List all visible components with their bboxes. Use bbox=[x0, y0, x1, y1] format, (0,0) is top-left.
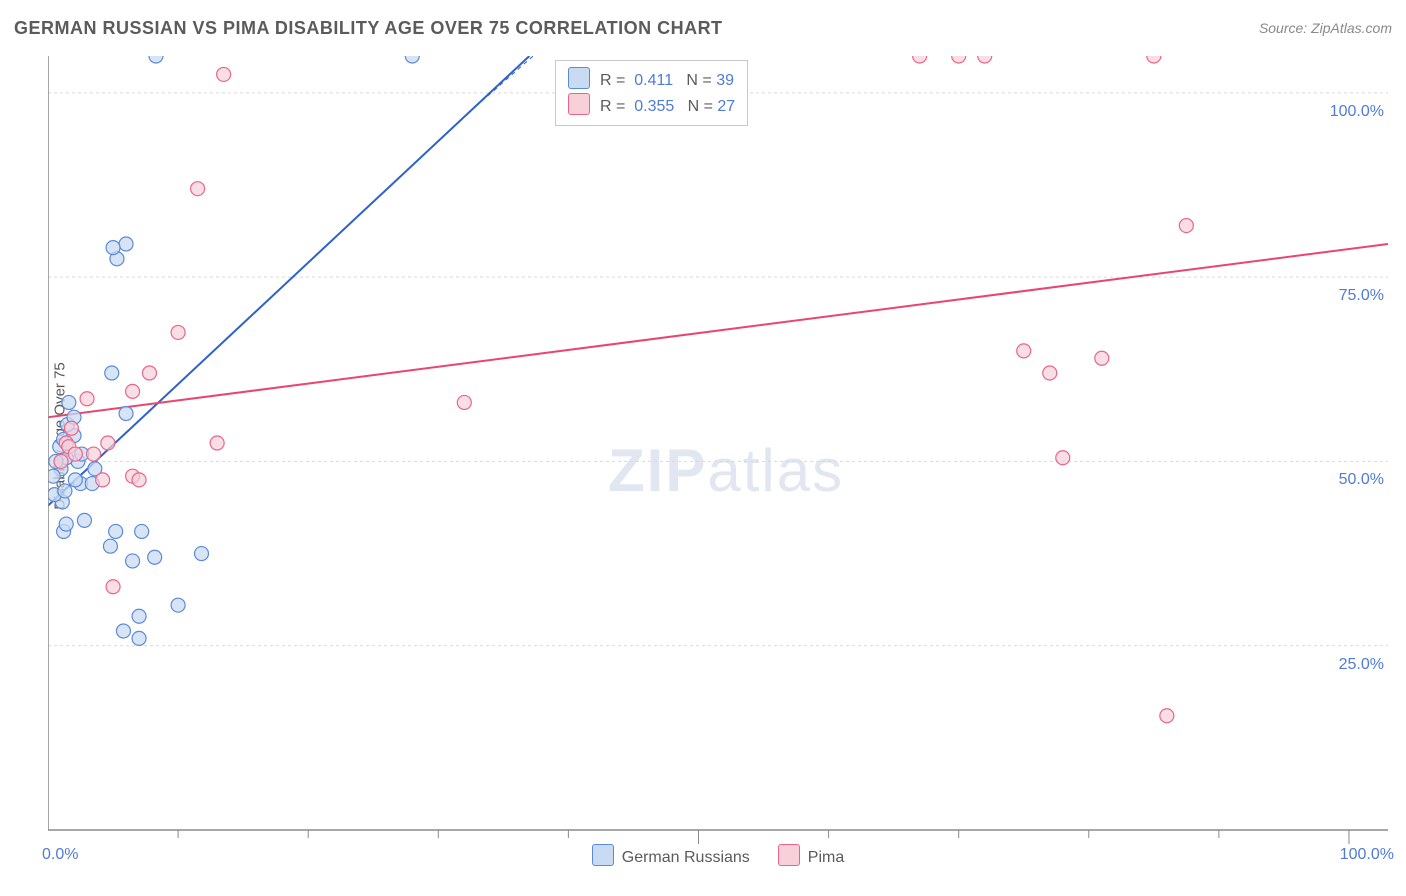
y-tick-label: 25.0% bbox=[1339, 656, 1384, 674]
legend-item-german_russians: German Russians bbox=[592, 844, 750, 867]
source-label: Source: ZipAtlas.com bbox=[1259, 20, 1392, 36]
plot-area: Disability Age Over 75 ZIPatlas 25.0%50.… bbox=[48, 56, 1388, 830]
stats-legend: R = 0.411 N = 39R = 0.355 N = 27 bbox=[555, 60, 748, 126]
chart-title: GERMAN RUSSIAN VS PIMA DISABILITY AGE OV… bbox=[14, 18, 723, 38]
legend-item-pima: Pima bbox=[778, 844, 844, 867]
y-tick-label: 100.0% bbox=[1330, 103, 1384, 121]
stats-row-german_russians: R = 0.411 N = 39 bbox=[568, 67, 735, 93]
series-legend: German Russians Pima bbox=[48, 844, 1388, 867]
stats-row-pima: R = 0.355 N = 27 bbox=[568, 93, 735, 119]
scatter-plot bbox=[48, 56, 1388, 896]
y-tick-label: 50.0% bbox=[1339, 471, 1384, 489]
y-tick-label: 75.0% bbox=[1339, 287, 1384, 305]
